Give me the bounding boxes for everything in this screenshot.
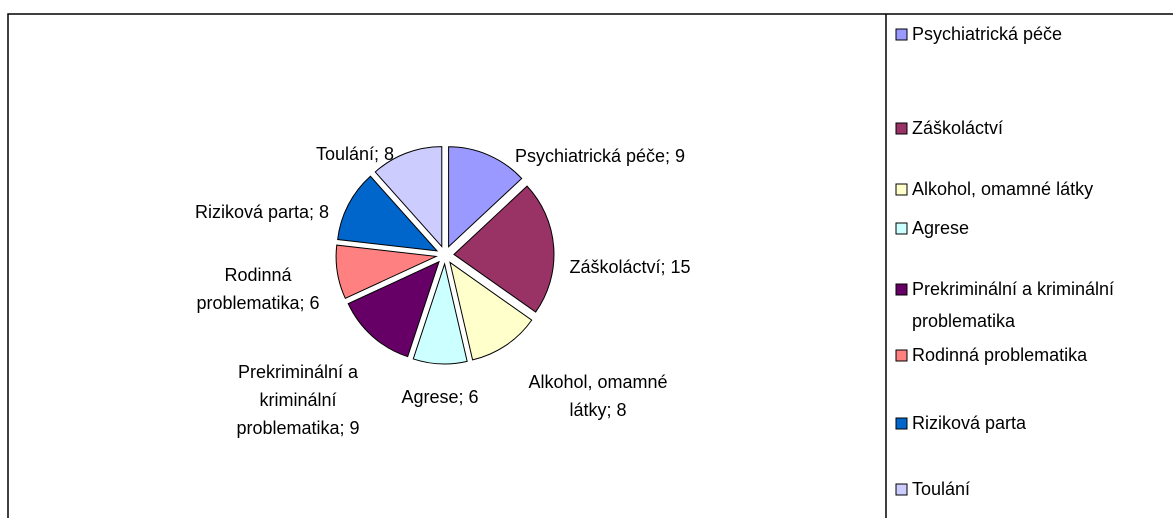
legend-label: Toulání (912, 479, 970, 499)
pie-slice (374, 146, 443, 248)
legend-swatch (895, 417, 908, 430)
pie-slice (347, 260, 440, 358)
pie-slice (335, 244, 438, 300)
data-label: Toulání; 8 (316, 144, 394, 164)
data-label: Alkohol, omamné látky; 8 (528, 372, 667, 420)
pie-slice (448, 146, 523, 248)
legend-label: Prekriminální a kriminální problematika (912, 279, 1114, 331)
legend-swatch (895, 283, 908, 296)
legend-label: Záškoláctví (912, 118, 1003, 138)
data-label: Rodinná problematika; 6 (196, 265, 319, 313)
legend-swatch (895, 28, 908, 41)
data-label: Psychiatrická péče; 9 (515, 146, 685, 166)
data-label: Prekriminální a kriminální problematika; 9 (236, 362, 359, 438)
legend-swatch (895, 483, 908, 496)
legend-swatch (895, 349, 908, 362)
chart-border (7, 13, 1173, 518)
legend-label: Agrese (912, 218, 969, 238)
pie-slice (412, 262, 468, 365)
legend-swatch (895, 122, 908, 135)
legend-swatch (895, 183, 908, 196)
pie-slice (453, 185, 555, 313)
legend-label: Psychiatrická péče (912, 24, 1062, 44)
legend-swatch (895, 222, 908, 235)
pie-slice (337, 175, 439, 252)
legend-label: Alkohol, omamné látky (912, 179, 1093, 199)
legend-label: Riziková parta (912, 413, 1027, 433)
data-label: Riziková parta; 8 (195, 202, 329, 222)
data-label: Záškoláctví; 15 (569, 257, 690, 277)
data-label: Agrese; 6 (401, 387, 478, 407)
legend-label: Rodinná problematika (912, 345, 1088, 365)
pie-slice (449, 261, 533, 361)
